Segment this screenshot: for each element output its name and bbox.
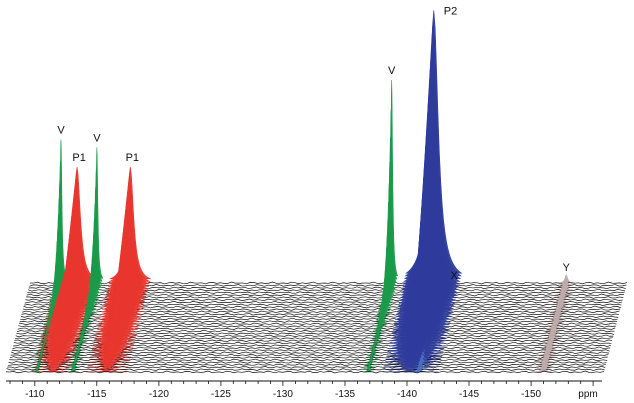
peak-labels: V P1 V P1 V P2 X Y [57, 5, 570, 282]
spectrum-trace [29, 22, 627, 287]
peak-label-p1: P1 [126, 152, 139, 164]
peak-v-mark [371, 333, 384, 339]
peak-v-mark [69, 358, 82, 363]
peak-label-v: V [57, 124, 65, 136]
peak-v-mark [68, 361, 81, 365]
peak-v-mark [373, 321, 386, 329]
peak-v-mark [364, 361, 377, 365]
peak-v-mark [71, 351, 84, 356]
x-axis-ticks: -110 -115 -120 -125 -130 -135 -140 -145 -150 [9, 381, 594, 400]
x-axis-tick-label: -145 [459, 389, 479, 400]
spectrum-trace [5, 363, 605, 374]
peak-v-mark [78, 322, 91, 329]
spectrum-trace [29, 10, 628, 285]
peak-v-mark [75, 336, 88, 341]
peak-v-mark [73, 344, 86, 349]
peak-v-mark [364, 358, 377, 363]
x-axis-unit-label: ppm [578, 389, 597, 400]
spectrum-trace [24, 102, 623, 304]
peak-y-mark [534, 363, 552, 373]
peak-label-p1: P1 [72, 152, 85, 164]
x-axis-tick-label: -135 [335, 389, 355, 400]
spectrum-trace [25, 91, 623, 302]
trace-baseline [8, 361, 607, 364]
spectrum-trace [26, 80, 624, 299]
peak-v-mark [369, 341, 382, 346]
spectrum-trace [27, 57, 625, 294]
spectrum-trace [27, 45, 626, 292]
trace-baseline [5, 370, 605, 374]
peak-p2-mark [383, 358, 440, 368]
spectrum-trace [26, 68, 624, 297]
peak-v-mark [368, 344, 381, 349]
peak-label-x: X [451, 270, 459, 282]
x-axis-tick-label: -150 [521, 389, 541, 400]
spectrum-trace [28, 33, 626, 290]
spectrum-traces [5, 10, 628, 374]
x-axis-tick-label: -120 [149, 389, 169, 400]
x-axis-tick-label: -125 [211, 389, 231, 400]
peak-label-y: Y [563, 262, 571, 274]
peak-v-mark [373, 324, 385, 332]
peak-v-mark [76, 334, 89, 339]
peak-p2-mark [383, 364, 440, 370]
x-axis-tick-label: -140 [397, 389, 417, 400]
x-axis-tick-label: -130 [273, 389, 293, 400]
x-axis-tick-label: -115 [87, 389, 107, 400]
peak-label-p2: P2 [444, 5, 457, 17]
peak-label-v: V [93, 133, 101, 145]
x-axis-tick-label: -110 [25, 389, 45, 400]
peak-p2-mark [384, 351, 441, 365]
x-axis: -110 -115 -120 -125 -130 -135 -140 -145 -150 ppm [6, 380, 602, 400]
peak-label-v: V [388, 65, 396, 77]
